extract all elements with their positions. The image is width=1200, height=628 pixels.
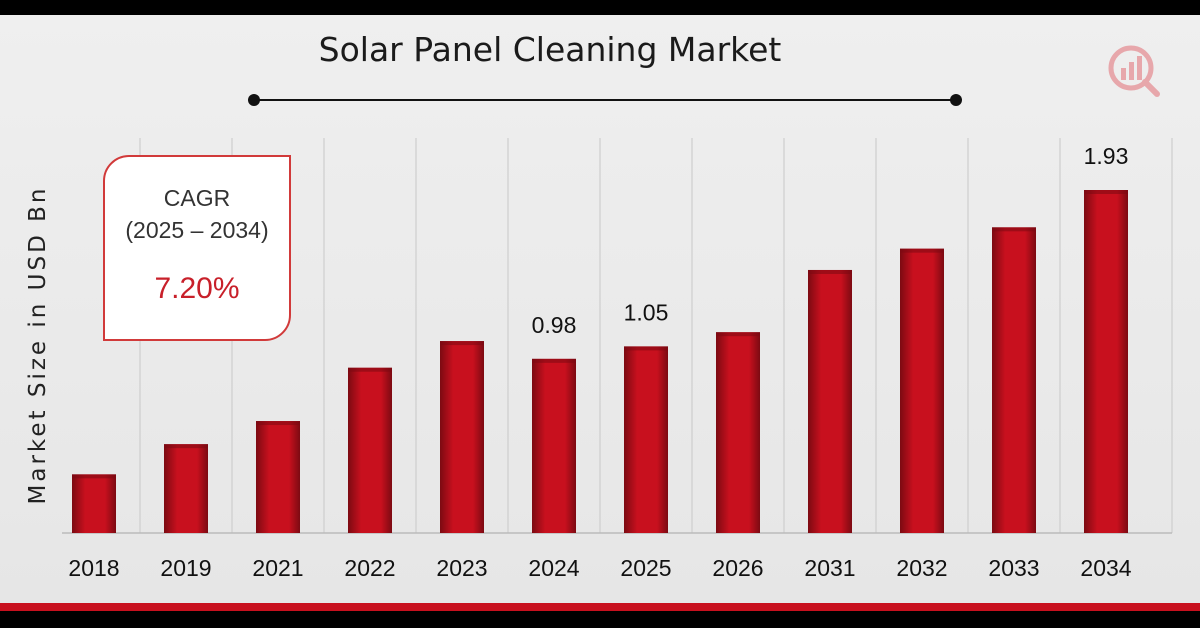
x-tick-label: 2023 — [436, 555, 487, 581]
bar-top-edge — [624, 346, 668, 351]
bar-top-edge — [900, 248, 944, 253]
bar-2033 — [992, 227, 1036, 534]
bar-top-edge — [716, 332, 760, 337]
bar-top-edge — [808, 269, 852, 274]
x-tick-label: 2026 — [712, 555, 763, 581]
x-tick-label: 2018 — [68, 555, 119, 581]
chart-title: Solar Panel Cleaning Market — [318, 30, 782, 69]
bottom-accent-bar — [0, 603, 1200, 611]
cagr-callout: CAGR (2025 – 2034) 7.20% — [103, 155, 291, 341]
cagr-label: CAGR — [163, 185, 231, 211]
bar-2023 — [440, 341, 484, 533]
bar-2032 — [900, 248, 944, 533]
bar-2034 — [1084, 190, 1128, 533]
market-research-logo-icon — [1108, 45, 1160, 97]
bar-top-edge — [72, 474, 116, 479]
x-tick-label: 2022 — [344, 555, 395, 581]
bar-2026 — [716, 332, 760, 533]
bar-top-edge — [532, 358, 576, 363]
title-rule-end-dot — [950, 94, 962, 106]
bar-2024 — [532, 358, 576, 533]
x-tick-label: 2032 — [896, 555, 947, 581]
bar-2025 — [624, 346, 668, 533]
title-underline — [254, 99, 956, 101]
x-tick-label: 2021 — [252, 555, 303, 581]
bar-top-edge — [992, 227, 1036, 232]
bar-2018 — [72, 474, 116, 533]
cagr-value: 7.20% — [154, 272, 240, 305]
bar-top-edge — [164, 444, 208, 449]
data-label-2025: 1.05 — [624, 299, 669, 325]
title-rule-start-dot — [248, 94, 260, 106]
x-tick-label: 2034 — [1080, 555, 1131, 581]
x-tick-label: 2024 — [528, 555, 579, 581]
x-tick-label: 2031 — [804, 555, 855, 581]
data-label-2024: 0.98 — [532, 312, 577, 338]
bar-2022 — [348, 367, 392, 533]
bar-top-edge — [440, 341, 484, 346]
cagr-period: (2025 – 2034) — [125, 217, 269, 243]
data-label-2034: 1.93 — [1084, 143, 1129, 169]
bar-top-edge — [348, 367, 392, 372]
x-tick-label: 2033 — [988, 555, 1039, 581]
bar-top-edge — [1084, 190, 1128, 194]
bar-2019 — [164, 444, 208, 533]
bar-top-edge — [256, 421, 300, 426]
x-tick-label: 2019 — [160, 555, 211, 581]
x-tick-label: 2025 — [620, 555, 671, 581]
bar-2021 — [256, 421, 300, 533]
bar-2031 — [808, 269, 852, 533]
